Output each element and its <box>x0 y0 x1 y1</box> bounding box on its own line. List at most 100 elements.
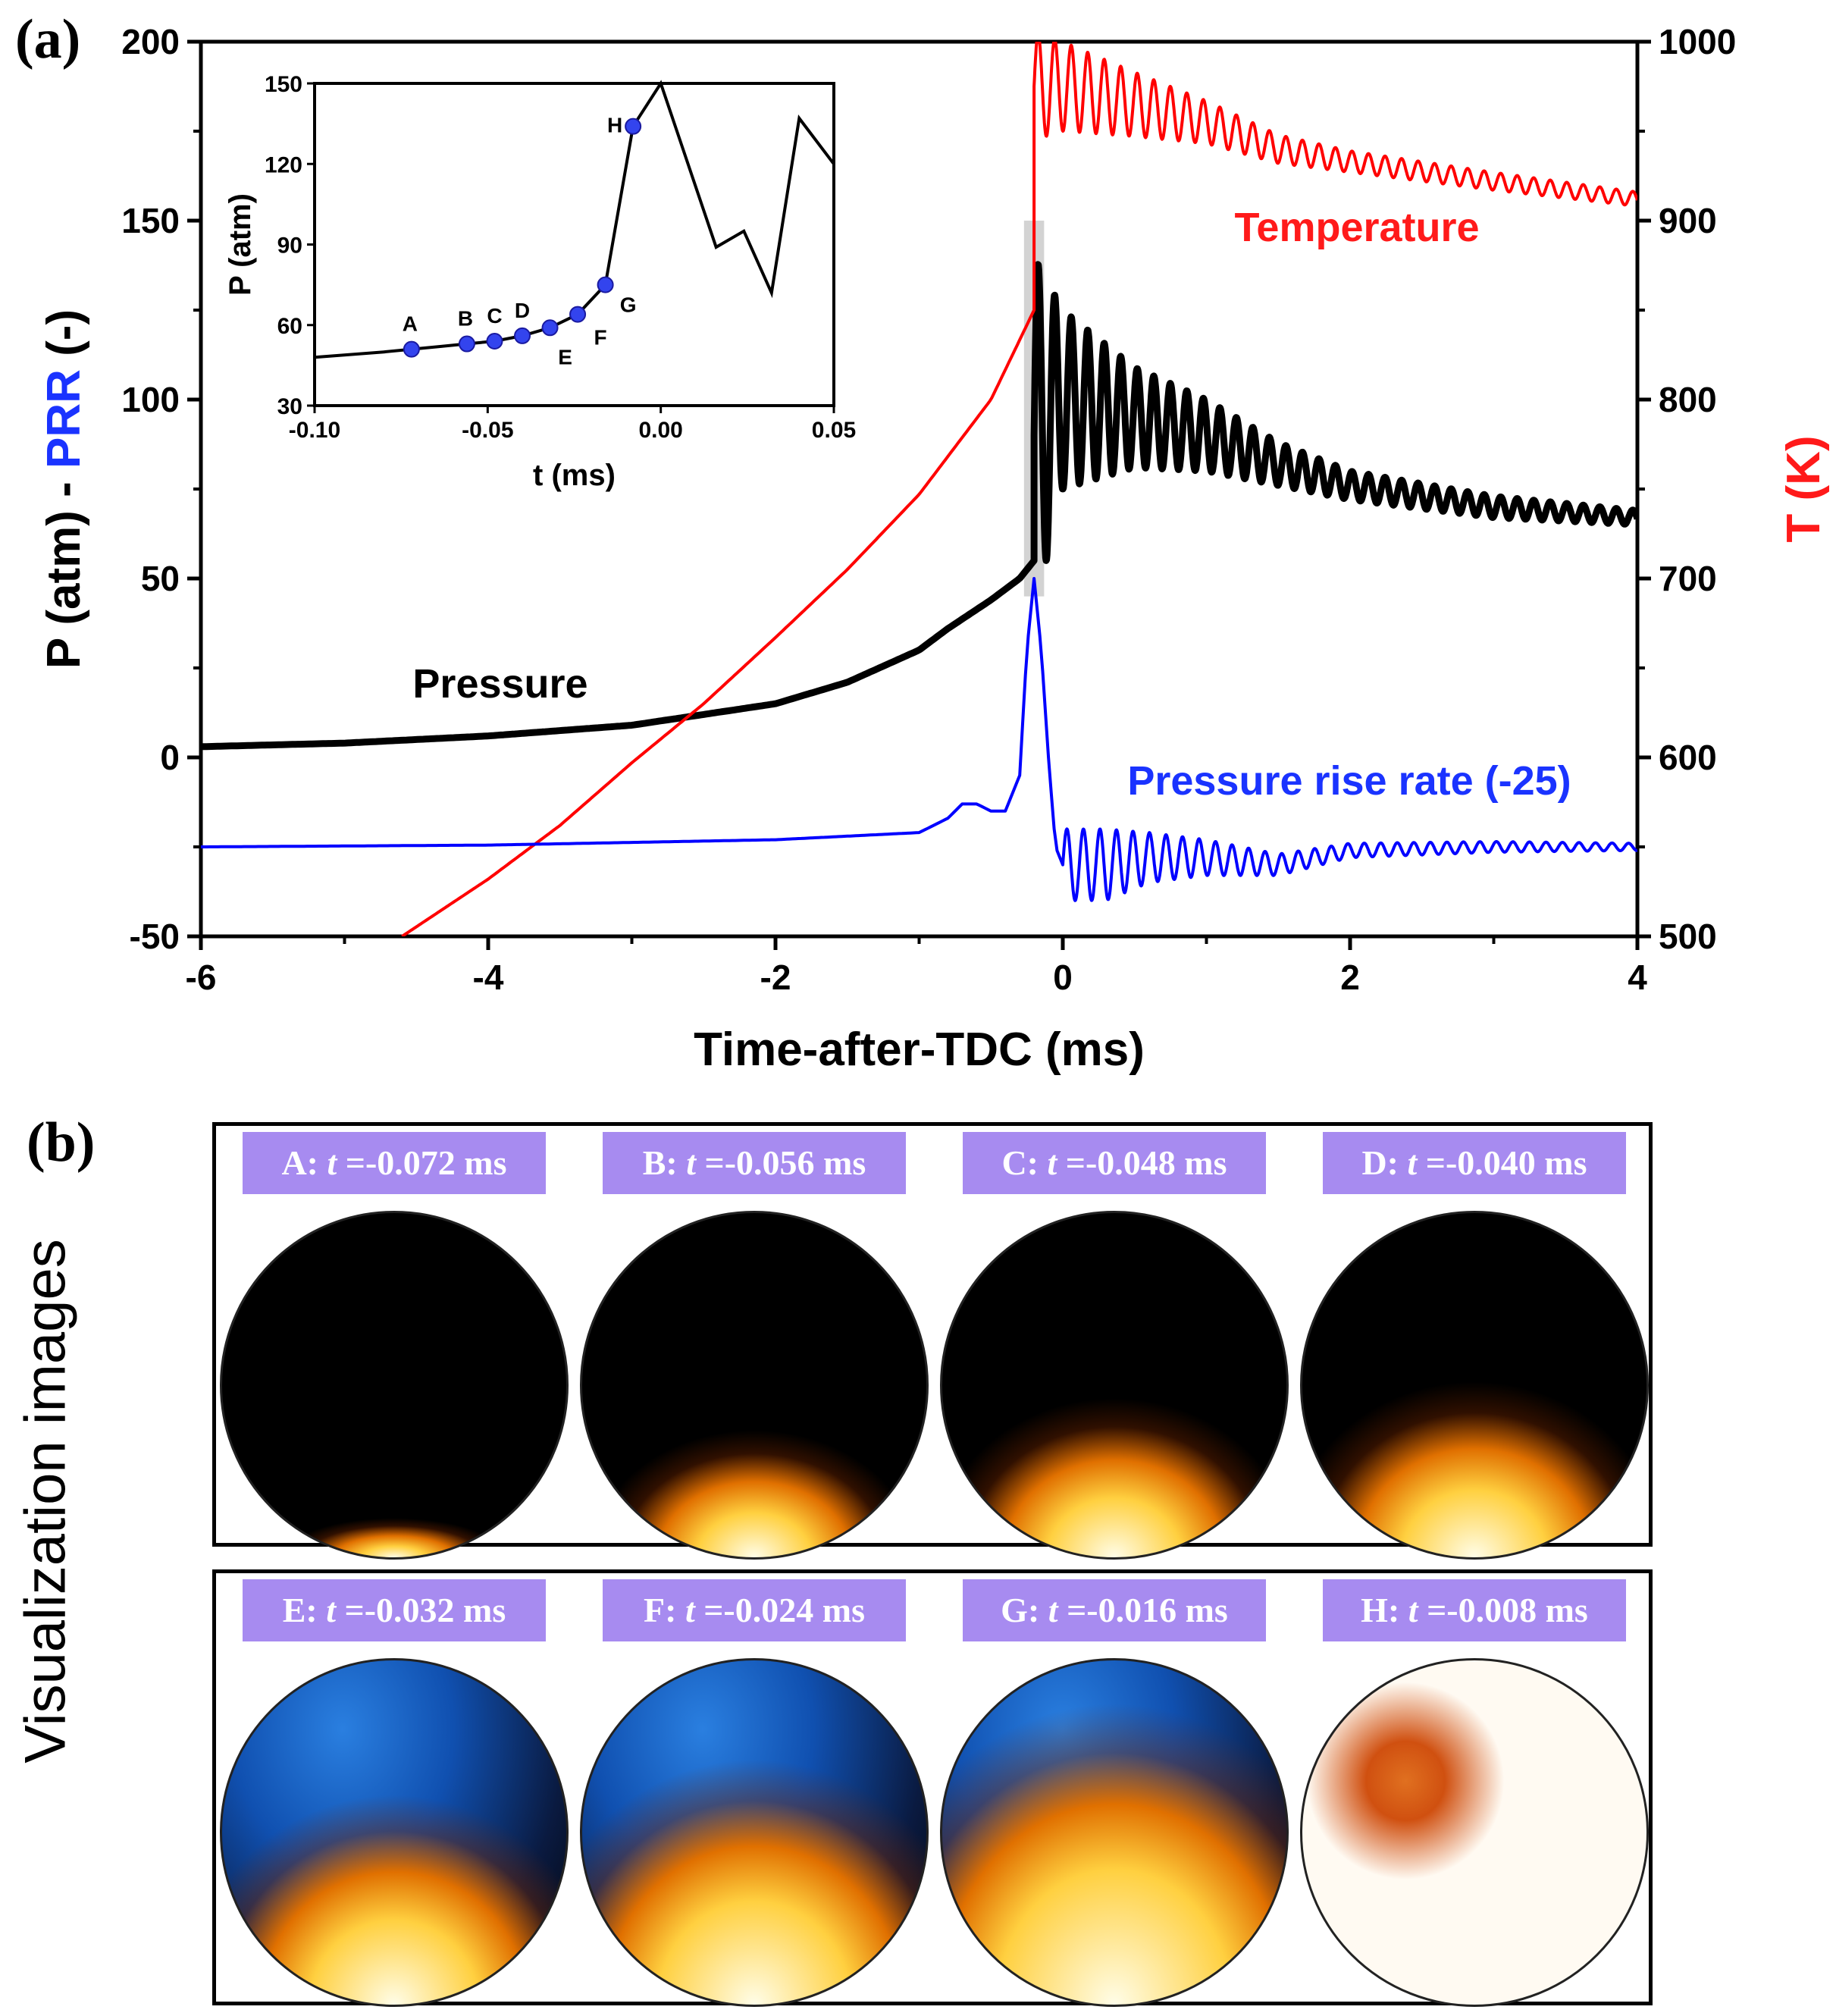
frame-label-prefix: G: <box>1001 1591 1048 1629</box>
frame-label-t-symbol: t <box>326 1591 337 1629</box>
visualization-title: Visualization images <box>0 1122 91 1880</box>
frame-label-G: G: t =-0.016 ms <box>963 1579 1266 1641</box>
y-left-tick-label: 0 <box>160 738 180 777</box>
frame-label-value: =-0.008 ms <box>1418 1591 1588 1629</box>
frame-label-value: =-0.032 ms <box>336 1591 506 1629</box>
combustion-image-E <box>220 1658 569 2007</box>
x-axis-label: Time-after-TDC (ms) <box>694 1024 1145 1076</box>
frame-label-B: B: t =-0.056 ms <box>603 1132 906 1194</box>
inset-marker-label-C: C <box>487 304 502 328</box>
frame-label-t-symbol: t <box>1047 1143 1057 1182</box>
frame-label-prefix: F: <box>644 1591 685 1629</box>
frame-label-t-symbol: t <box>327 1143 337 1182</box>
annotation-temperature: Temperature <box>1234 205 1479 250</box>
annotation-prr: Pressure rise rate (-25) <box>1127 758 1571 804</box>
combustion-image-D <box>1300 1211 1649 1560</box>
x-tick-label: -6 <box>186 958 217 997</box>
image-row-top: A: t =-0.072 ms B: t =-0.056 ms C: t =-0.0… <box>212 1122 1653 1560</box>
inset-x-tick-label: 0.05 <box>812 418 856 443</box>
inset-y-tick-label: 150 <box>265 72 302 97</box>
inset-chart: -0.10 -0.05 0.00 0.05 30 60 90 120 150 t (ms) P (a… <box>224 72 856 492</box>
inset-y-label: P (atm) <box>224 193 257 296</box>
frame-F: F: t =-0.024 ms <box>580 1573 929 2007</box>
inset-x-tick-label: -0.10 <box>289 418 340 443</box>
frame-label-value: =-0.056 ms <box>696 1143 866 1182</box>
panel-label-a: (a) <box>15 8 81 71</box>
frame-label-H: H: t =-0.008 ms <box>1323 1579 1626 1641</box>
inset-marker-B <box>458 335 475 353</box>
inset-marker-E <box>541 319 559 337</box>
inset-marker-label-A: A <box>403 312 418 336</box>
inset-frame <box>313 82 835 407</box>
inset-marker-label-B: B <box>458 307 473 331</box>
frame-label-prefix: E: <box>282 1591 327 1629</box>
frame-label-value: =-0.016 ms <box>1057 1591 1228 1629</box>
y-right-tick-label: 700 <box>1659 559 1717 598</box>
frame-B: B: t =-0.056 ms <box>580 1126 929 1560</box>
inset-marker-G <box>597 276 614 293</box>
inset-marker-label-E: E <box>558 345 572 368</box>
y-right-tick-label: 1000 <box>1659 22 1736 61</box>
y-right-tick-label: 900 <box>1659 201 1717 240</box>
inset-marker-C <box>486 333 503 350</box>
frame-label-t-symbol: t <box>685 1591 695 1629</box>
y-right-tick-label: 500 <box>1659 917 1717 956</box>
frame-label-value: =-0.072 ms <box>337 1143 507 1182</box>
frame-label-prefix: D: <box>1361 1143 1408 1182</box>
inset-y-tick-label: 60 <box>277 314 302 339</box>
x-tick-label: -2 <box>760 958 791 997</box>
series-line-0 <box>201 261 1637 751</box>
y-label-part: (-) <box>38 309 90 369</box>
frame-label-prefix: C: <box>1001 1143 1048 1182</box>
frame-label-prefix: B: <box>642 1143 687 1182</box>
inset-marker-A <box>403 340 420 358</box>
frame-label-F: F: t =-0.024 ms <box>603 1579 906 1641</box>
y-left-tick-label: 100 <box>121 380 180 419</box>
series-line-1 <box>401 42 1637 936</box>
combustion-image-G <box>940 1658 1289 2007</box>
frame-G: G: t =-0.016 ms <box>940 1573 1289 2007</box>
combustion-image-C <box>940 1211 1289 1560</box>
x-tick-label: -4 <box>473 958 504 997</box>
inset-x-tick-label: -0.05 <box>462 418 513 443</box>
frame-label-C: C: t =-0.048 ms <box>963 1132 1266 1194</box>
frame-label-t-symbol: t <box>1048 1591 1058 1629</box>
x-tick-label: 4 <box>1628 958 1647 997</box>
frame-label-value: =-0.024 ms <box>694 1591 865 1629</box>
panel-label-b: (b) <box>27 1111 96 1174</box>
annotation-pressure: Pressure <box>412 661 587 707</box>
y-left-tick-label: 150 <box>121 201 180 240</box>
y-left-tick-label: 50 <box>141 559 180 598</box>
combustion-image-F <box>580 1658 929 2007</box>
x-tick-label: 2 <box>1340 958 1360 997</box>
inset-x-label: t (ms) <box>533 459 616 492</box>
inset-marker-label-D: D <box>515 299 530 322</box>
prr-label-part: PRR <box>38 369 90 469</box>
frame-D: D: t =-0.040 ms <box>1300 1126 1649 1560</box>
series-line-2 <box>201 577 1637 902</box>
inset-marker-F <box>569 306 587 323</box>
frame-label-D: D: t =-0.040 ms <box>1323 1132 1626 1194</box>
frame-A: A: t =-0.072 ms <box>220 1126 569 1560</box>
inset-y-tick-label: 30 <box>277 394 302 419</box>
frame-label-t-symbol: t <box>686 1143 697 1182</box>
inset-marker-label-G: G <box>620 293 637 317</box>
frame-H: H: t =-0.008 ms <box>1300 1573 1649 2007</box>
x-tick-label: 0 <box>1053 958 1073 997</box>
inset-marker-H <box>625 118 642 135</box>
frame-label-A: A: t =-0.072 ms <box>243 1132 546 1194</box>
inset-marker-D <box>514 327 531 344</box>
inset-marker-label-H: H <box>607 114 622 137</box>
frame-label-t-symbol: t <box>1407 1143 1418 1182</box>
main-chart: -6 -4 -2 0 2 4 -50 0 50 100 150 200 500 600 700 800 900 1… <box>38 22 1830 1076</box>
y-right-tick-label: 800 <box>1659 380 1717 419</box>
y-axis-left-label: P (atm) - PRR (-) <box>38 309 90 669</box>
frame-label-prefix: A: <box>281 1143 327 1182</box>
combustion-image-A <box>220 1211 569 1560</box>
y-left-tick-label: 200 <box>121 22 180 61</box>
inset-y-tick-label: 120 <box>265 152 302 177</box>
inset-y-tick-label: 90 <box>277 234 302 259</box>
inset-marker-label-F: F <box>594 326 607 350</box>
frame-E: E: t =-0.032 ms <box>220 1573 569 2007</box>
y-right-tick-label: 600 <box>1659 738 1717 777</box>
